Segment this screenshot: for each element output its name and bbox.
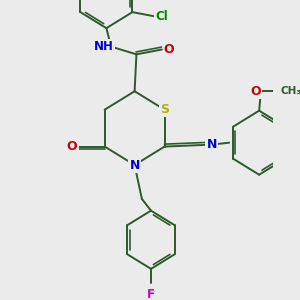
Text: N: N [207, 138, 217, 151]
Text: N: N [129, 158, 140, 172]
Text: O: O [250, 85, 261, 98]
Text: S: S [160, 103, 169, 116]
Text: O: O [67, 140, 77, 153]
Text: F: F [147, 288, 155, 300]
Text: O: O [164, 43, 175, 56]
Text: CH₃: CH₃ [280, 86, 300, 96]
Text: Cl: Cl [155, 11, 168, 23]
Text: NH: NH [94, 40, 114, 53]
